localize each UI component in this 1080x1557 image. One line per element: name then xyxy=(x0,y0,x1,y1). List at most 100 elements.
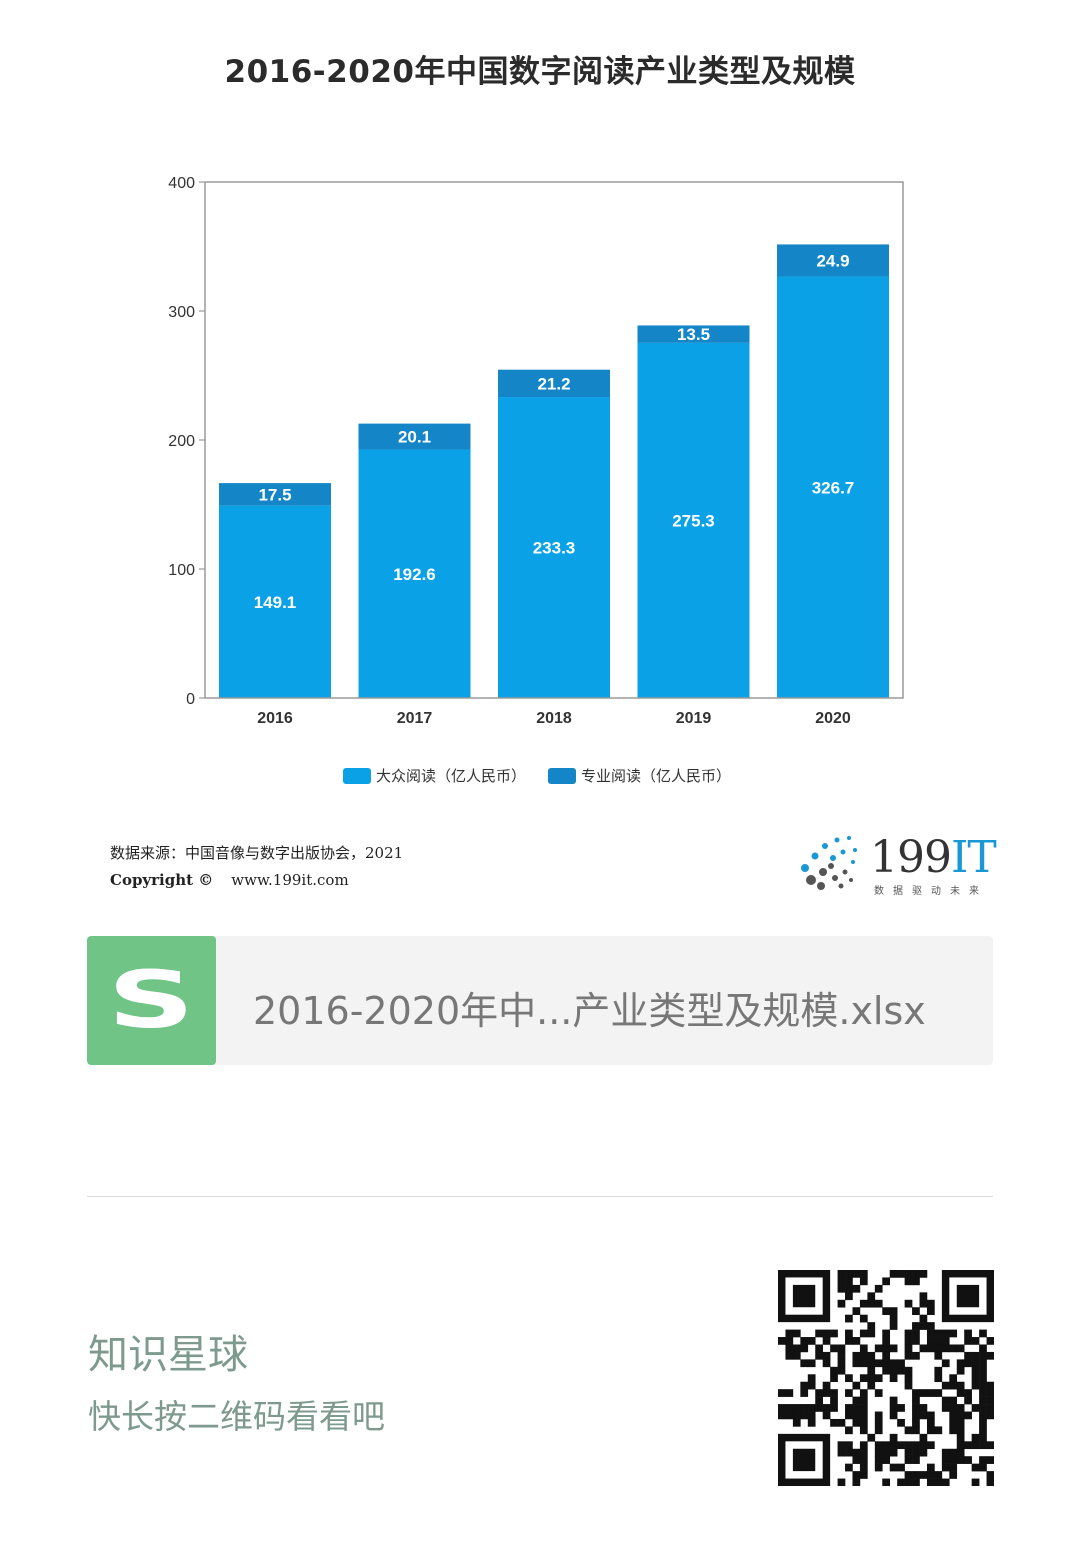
qr-module xyxy=(912,1404,920,1412)
qr-module xyxy=(926,1463,935,1472)
qr-module xyxy=(837,1359,846,1368)
y-tick-label: 400 xyxy=(168,175,195,192)
qr-module xyxy=(926,1426,935,1435)
qr-module xyxy=(904,1448,913,1457)
qr-module xyxy=(785,1344,794,1353)
file-attachment-card[interactable]: S 2016-2020年中...产业类型及规模.xlsx xyxy=(87,936,993,1065)
qr-module xyxy=(845,1426,853,1435)
qr-module xyxy=(904,1277,913,1286)
bar-segment-2018-professional xyxy=(498,369,610,398)
bar-segment-2017-professional xyxy=(358,423,471,450)
qr-module xyxy=(837,1270,846,1278)
footer-hint: 快长按二维码看看吧 xyxy=(88,1397,385,1436)
qr-module xyxy=(874,1299,883,1308)
qr-module xyxy=(859,1396,868,1405)
qr-module xyxy=(979,1366,987,1375)
qr-module xyxy=(815,1389,823,1397)
qr-module xyxy=(800,1381,809,1390)
qr-module xyxy=(792,1329,801,1338)
qr-module xyxy=(979,1426,987,1435)
qr-module xyxy=(912,1270,920,1278)
qr-module xyxy=(867,1322,876,1330)
qr-module xyxy=(807,1404,816,1412)
qr-module xyxy=(979,1351,987,1360)
qr-module xyxy=(822,1381,831,1390)
file-icon-letter: S xyxy=(107,955,196,1046)
qr-module xyxy=(912,1329,920,1338)
qr-module xyxy=(964,1411,972,1420)
stacked-bar-chart: 0 100 200 300 400 149.1 17.5 192.6 20.1 233.3 21.… xyxy=(168,175,904,785)
qr-module xyxy=(852,1381,861,1390)
qr-module xyxy=(919,1441,928,1450)
qr-module xyxy=(845,1337,853,1345)
qr-module xyxy=(845,1441,853,1450)
qr-module xyxy=(897,1404,905,1412)
qr-module xyxy=(852,1456,861,1464)
bars: 149.1 17.5 192.6 20.1 233.3 21.2 275.3 13.5 326.… xyxy=(219,244,889,698)
qr-module xyxy=(867,1292,876,1301)
x-tick-label: 2020 xyxy=(815,710,851,727)
data-label: 192.6 xyxy=(393,565,436,584)
qr-module xyxy=(904,1478,913,1486)
qr-module xyxy=(897,1366,905,1375)
qr-module xyxy=(979,1463,987,1472)
qr-module xyxy=(800,1344,809,1353)
qr-module xyxy=(926,1478,935,1486)
qr-module xyxy=(807,1411,816,1420)
qr-module xyxy=(815,1344,823,1353)
qr-module xyxy=(785,1337,794,1345)
qr-module xyxy=(785,1411,794,1420)
qr-module xyxy=(956,1404,965,1412)
qr-module xyxy=(964,1396,972,1405)
qr-module xyxy=(859,1270,868,1278)
qr-module xyxy=(867,1299,876,1308)
qr-module xyxy=(919,1404,928,1412)
qr-module xyxy=(778,1411,786,1420)
qr-module xyxy=(785,1351,794,1360)
qr-module xyxy=(912,1322,920,1330)
qr-module xyxy=(837,1448,846,1457)
qr-module xyxy=(837,1344,846,1353)
qr-module xyxy=(979,1411,987,1420)
qr-module xyxy=(897,1441,905,1450)
bar-segment-2016-mass xyxy=(219,505,331,698)
qr-module xyxy=(941,1478,950,1486)
qr-module xyxy=(904,1441,913,1450)
y-axis: 0 100 200 300 400 xyxy=(168,175,205,708)
qr-module xyxy=(934,1478,943,1486)
qr-module xyxy=(852,1284,861,1293)
data-label: 17.5 xyxy=(258,485,291,504)
qr-module xyxy=(792,1411,801,1420)
qr-module xyxy=(904,1337,913,1345)
qr-module xyxy=(852,1471,861,1479)
qr-module xyxy=(889,1322,898,1330)
qr-module xyxy=(979,1374,987,1383)
qr-module xyxy=(949,1396,958,1405)
qr-module xyxy=(979,1329,987,1338)
qr-module xyxy=(912,1396,920,1405)
qr-module xyxy=(956,1426,965,1435)
qr-module xyxy=(845,1292,853,1301)
qr-module xyxy=(800,1389,809,1397)
qr-module xyxy=(904,1381,913,1390)
qr-module xyxy=(874,1374,883,1383)
qr-module xyxy=(815,1396,823,1405)
qr-module xyxy=(904,1299,913,1308)
qr-module xyxy=(979,1389,987,1397)
qr-module xyxy=(845,1411,853,1420)
qr-module xyxy=(934,1351,943,1360)
qr-module xyxy=(897,1359,905,1368)
qr-module xyxy=(867,1374,876,1383)
qr-module xyxy=(792,1344,801,1353)
chart-title: 2016-2020年中国数字阅读产业类型及规模 xyxy=(224,54,856,90)
qr-code-icon[interactable] xyxy=(778,1270,994,1486)
qr-module xyxy=(859,1359,868,1368)
qr-module xyxy=(971,1404,980,1412)
qr-module xyxy=(919,1344,928,1353)
qr-module xyxy=(986,1381,994,1390)
qr-module xyxy=(949,1381,958,1390)
qr-module xyxy=(904,1426,913,1435)
qr-module xyxy=(807,1359,816,1368)
file-name: 2016-2020年中...产业类型及规模.xlsx xyxy=(253,989,926,1033)
qr-module xyxy=(845,1374,853,1383)
